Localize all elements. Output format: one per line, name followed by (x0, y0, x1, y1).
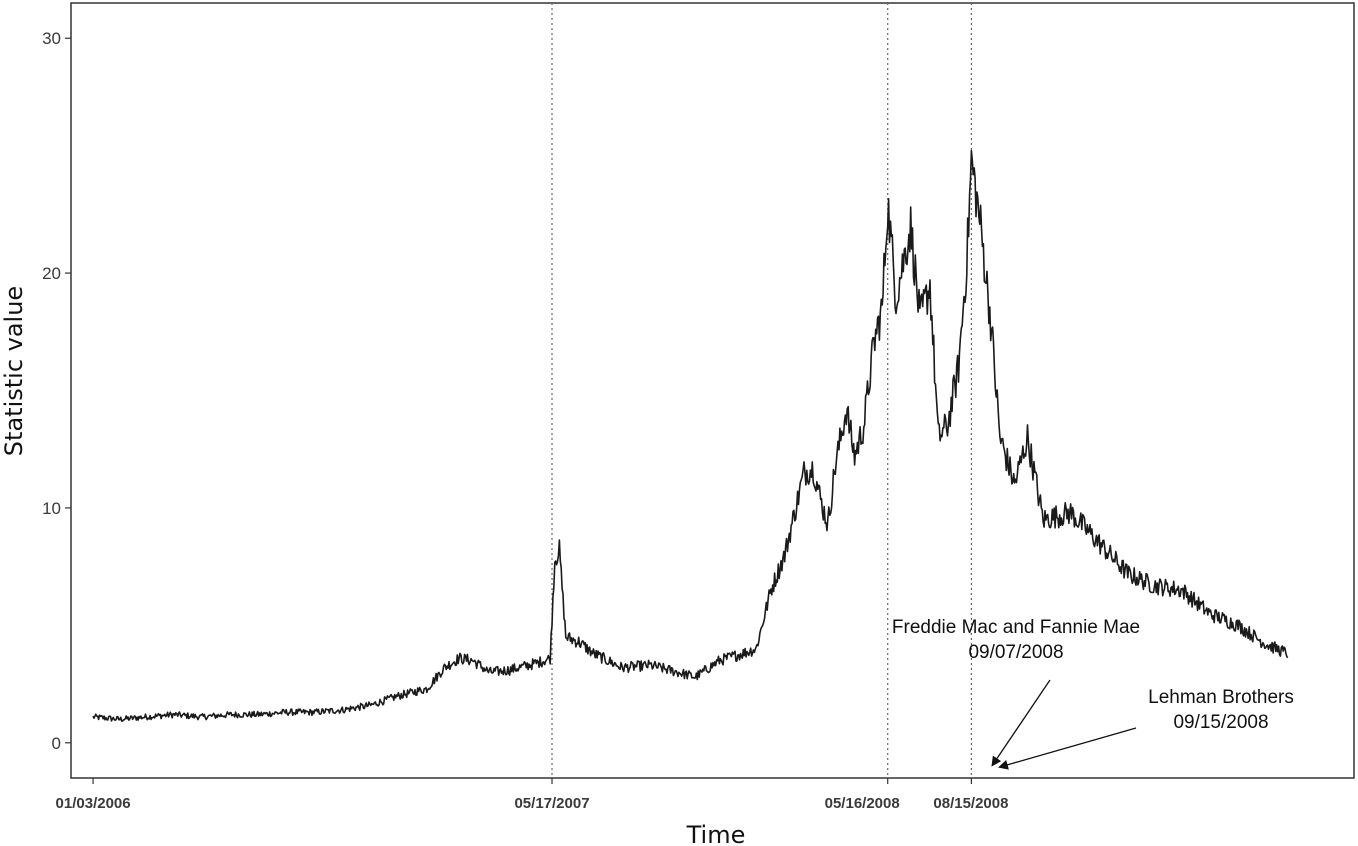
annotation-text: Freddie Mac and Fannie Mae (892, 617, 1140, 638)
annotation-arrow (991, 679, 1051, 767)
y-tick-label: 20 (42, 264, 61, 283)
annotation-text: 09/07/2008 (968, 642, 1063, 663)
y-tick-label: 30 (42, 29, 61, 48)
annotations: Freddie Mac and Fannie Mae 09/07/2008 Lehm… (892, 617, 1294, 770)
y-axis-title: Statistic value (0, 286, 28, 456)
annotation-arrow (997, 727, 1137, 770)
annotation-text: Lehman Brothers (1148, 687, 1294, 708)
y-axis: 0 10 20 30 (42, 29, 71, 753)
x-tick-label: 05/17/2007 (514, 795, 589, 812)
y-tick-label: 10 (42, 499, 61, 518)
annotation-text: 09/15/2008 (1173, 712, 1268, 733)
x-tick-label: 08/15/2008 (933, 795, 1008, 812)
plot-panel (70, 2, 1355, 779)
event-lines (551, 3, 972, 778)
x-tick-label: 01/03/2006 (56, 795, 131, 812)
statistic-value-line (92, 149, 1289, 722)
x-axis-title: Time (686, 821, 746, 846)
x-tick-label: 05/16/2008 (825, 795, 900, 812)
x-axis: 01/03/2006 05/17/2007 05/16/2008 08/15/2008 (56, 778, 1008, 812)
y-tick-label: 0 (52, 734, 61, 753)
